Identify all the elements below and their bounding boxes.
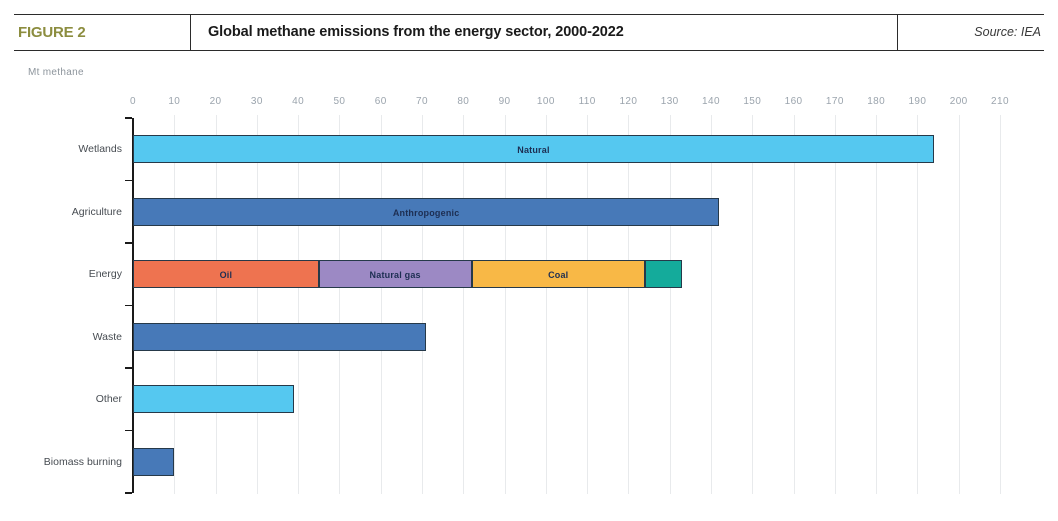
gridline bbox=[752, 115, 754, 494]
gridline bbox=[917, 115, 919, 494]
bar-segment bbox=[133, 447, 175, 476]
gridline bbox=[876, 115, 878, 494]
gridline bbox=[422, 115, 423, 494]
x-tick-label: 110 bbox=[578, 96, 596, 107]
category-label: Waste bbox=[92, 330, 122, 343]
bar-segment bbox=[133, 322, 427, 351]
gridline bbox=[215, 115, 217, 494]
header-top-rule bbox=[14, 14, 1044, 15]
gridline bbox=[1000, 115, 1001, 494]
gridline bbox=[380, 115, 382, 494]
gridline bbox=[545, 115, 547, 494]
x-tick-label: 130 bbox=[660, 96, 679, 107]
x-tick-label: 100 bbox=[536, 96, 555, 107]
chart-title: Global methane emissions from the energy… bbox=[208, 24, 624, 40]
y-axis-tick bbox=[125, 242, 132, 244]
y-axis-tick bbox=[125, 117, 132, 119]
gridline bbox=[504, 115, 506, 494]
category-label: Biomass burning bbox=[43, 455, 122, 468]
category-label: Energy bbox=[88, 268, 122, 281]
x-tick-label: 20 bbox=[209, 96, 222, 107]
x-tick-label: 170 bbox=[825, 96, 844, 107]
bar-segment-label: Natural bbox=[517, 145, 550, 156]
category-label: Agriculture bbox=[71, 205, 122, 218]
source-label: Source: IEA bbox=[974, 25, 1041, 39]
figure-label: FIGURE 2 bbox=[18, 24, 86, 41]
gridline bbox=[463, 115, 465, 494]
x-tick-label: 40 bbox=[292, 96, 305, 107]
gridline bbox=[958, 115, 960, 494]
bar-segment-label: Natural gas bbox=[369, 270, 421, 281]
gridline bbox=[834, 115, 836, 494]
category-label: Other bbox=[95, 393, 122, 406]
bar-segment: Coal bbox=[471, 260, 645, 289]
x-tick-label: 150 bbox=[743, 96, 762, 107]
bar-segment: Oil bbox=[133, 260, 319, 289]
gridline bbox=[587, 115, 589, 494]
category-label: Wetlands bbox=[78, 143, 122, 156]
bar-segment: Natural gas bbox=[318, 260, 472, 289]
x-tick-label: 80 bbox=[457, 96, 470, 107]
y-axis-tick bbox=[125, 179, 132, 182]
gridline bbox=[339, 115, 341, 494]
x-tick-label: 140 bbox=[702, 96, 720, 107]
x-tick-label: 10 bbox=[168, 96, 181, 107]
x-tick-label: 160 bbox=[784, 96, 803, 107]
x-tick-label: 190 bbox=[908, 96, 927, 107]
x-tick-label: 60 bbox=[374, 96, 387, 107]
axis-unit-label: Mt methane bbox=[28, 67, 84, 78]
x-tick-label: 200 bbox=[949, 96, 968, 107]
x-tick-label: 0 bbox=[130, 96, 136, 107]
bar-segment: Anthropogenic bbox=[133, 197, 720, 226]
x-tick-label: 70 bbox=[416, 96, 428, 107]
x-tick-label: 30 bbox=[250, 96, 263, 107]
bar-segment: Natural bbox=[133, 135, 934, 164]
bar-segment bbox=[133, 385, 294, 414]
gridline bbox=[174, 115, 176, 494]
title-box-left-rule bbox=[190, 14, 191, 51]
y-axis-tick bbox=[125, 429, 132, 432]
y-axis-line bbox=[132, 118, 134, 493]
header-bottom-rule bbox=[14, 50, 1044, 51]
x-tick-label: 50 bbox=[333, 96, 346, 107]
gridline bbox=[793, 115, 795, 494]
y-axis-tick bbox=[125, 304, 132, 307]
bar-segment-label: Oil bbox=[219, 270, 233, 281]
x-tick-label: 90 bbox=[498, 96, 511, 107]
gridline bbox=[298, 115, 300, 494]
bar-segment bbox=[644, 260, 683, 289]
title-box-right-rule bbox=[897, 14, 898, 51]
gridline bbox=[256, 115, 258, 494]
bar-segment-label: Coal bbox=[548, 270, 569, 281]
x-tick-label: 180 bbox=[867, 96, 886, 107]
gridline bbox=[628, 115, 630, 494]
bar-segment-label: Anthropogenic bbox=[392, 207, 460, 218]
y-axis-tick bbox=[125, 492, 132, 494]
x-tick-label: 120 bbox=[619, 96, 638, 107]
x-tick-label: 210 bbox=[991, 96, 1009, 107]
y-axis-tick bbox=[125, 367, 132, 369]
gridline bbox=[669, 115, 671, 494]
gridline bbox=[711, 115, 712, 494]
